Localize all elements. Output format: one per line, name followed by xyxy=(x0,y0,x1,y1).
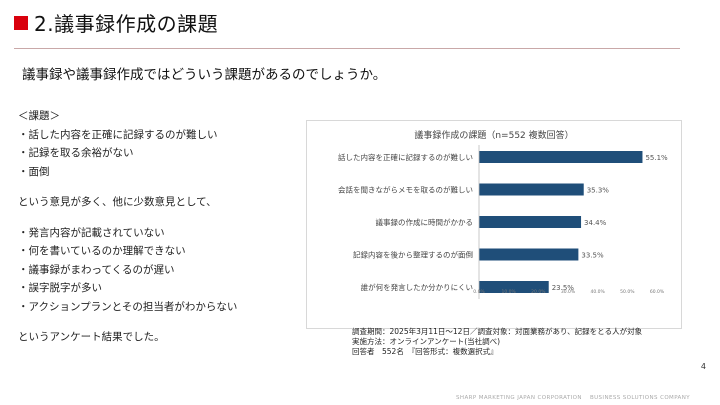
title-divider xyxy=(14,48,680,49)
issue-item: ・面倒 xyxy=(18,165,50,178)
slide-title-bar: 2.議事録作成の課題 xyxy=(14,8,218,37)
x-tick-label: 0.0% xyxy=(473,289,485,295)
x-tick-label: 60.0% xyxy=(650,289,665,295)
x-tick-label: 50.0% xyxy=(620,289,635,295)
bar xyxy=(479,281,549,293)
survey-notes: 調査期間：2025年3月11日～12日／調査対象：対面業務があり、記録をとる人が… xyxy=(352,327,642,357)
data-label: 23.5% xyxy=(552,284,575,292)
minor-issue-item: ・誤字脱字が多い xyxy=(18,282,102,294)
slide-title: 2.議事録作成の課題 xyxy=(34,12,219,36)
category-label: 誰が何を発言したか分かりにくい xyxy=(361,282,473,292)
issues-heading: ＜課題＞ xyxy=(18,110,60,122)
issue-item: ・記録を取る余裕がない xyxy=(18,147,134,159)
bar-chart: 議事録作成の課題（n=552 複数回答） 話した内容を正確に記録するのが難しい 5… xyxy=(338,129,668,299)
bar xyxy=(479,216,582,228)
survey-chart: 議事録作成の課題（n=552 複数回答） 話した内容を正確に記録するのが難しい 5… xyxy=(306,120,682,329)
category-label: 議事録の作成に時間がかかる xyxy=(376,217,474,227)
chart-title: 議事録作成の課題（n=552 複数回答） xyxy=(414,129,573,141)
issues-list: ＜課題＞ ・話した内容を正確に記録するのが難しい ・記録を取る余裕がない ・面倒… xyxy=(18,107,237,347)
data-label: 35.3% xyxy=(587,187,610,195)
page-number: 4 xyxy=(700,362,706,371)
lead-question: 議事録や議事録作成ではどういう課題があるのでしょうか。 xyxy=(22,67,387,83)
bar xyxy=(479,248,579,261)
data-label: 34.4% xyxy=(584,219,607,227)
issues-bridge-text: という意見が多く、他に少数意見として、 xyxy=(18,196,217,208)
category-label: 会話を聞きながらメモを取るのが難しい xyxy=(338,185,473,195)
minor-issue-item: ・議事録がまわってくるのが遅い xyxy=(18,263,175,276)
x-tick-label: 30.0% xyxy=(561,289,576,295)
x-tick-label: 40.0% xyxy=(591,289,606,295)
issue-item: ・話した内容を正確に記録するのが難しい xyxy=(18,128,218,141)
category-label: 話した内容を正確に記録するのが難しい xyxy=(338,152,473,162)
bar xyxy=(479,151,643,163)
title-marker xyxy=(14,15,28,30)
data-label: 33.5% xyxy=(581,252,604,260)
bar xyxy=(479,183,584,196)
minor-issue-item: ・何を書いているのか理解できない xyxy=(18,245,186,257)
survey-method-note: 実施方法：オンラインアンケート(当社調べ) xyxy=(352,337,501,346)
issues-conclusion: というアンケート結果でした。 xyxy=(18,331,165,343)
survey-respondents-note: 回答者 552名 『回答形式：複数選択式』 xyxy=(352,347,498,356)
minor-issue-item: ・発言内容が記載されていない xyxy=(18,226,165,239)
category-label: 記録内容を後から整理するのが面倒 xyxy=(353,250,473,260)
survey-period-note: 調査期間：2025年3月11日～12日／調査対象：対面業務があり、記録をとる人が… xyxy=(352,327,643,336)
minor-issue-item: ・アクションプランとその担当者がわからない xyxy=(18,300,238,313)
data-label: 55.1% xyxy=(645,154,668,162)
x-tick-label: 10.0% xyxy=(502,289,517,295)
x-tick-label: 20.0% xyxy=(531,289,546,295)
footer-company: SHARP MARKETING JAPAN CORPORATION BUSINE… xyxy=(456,395,690,401)
